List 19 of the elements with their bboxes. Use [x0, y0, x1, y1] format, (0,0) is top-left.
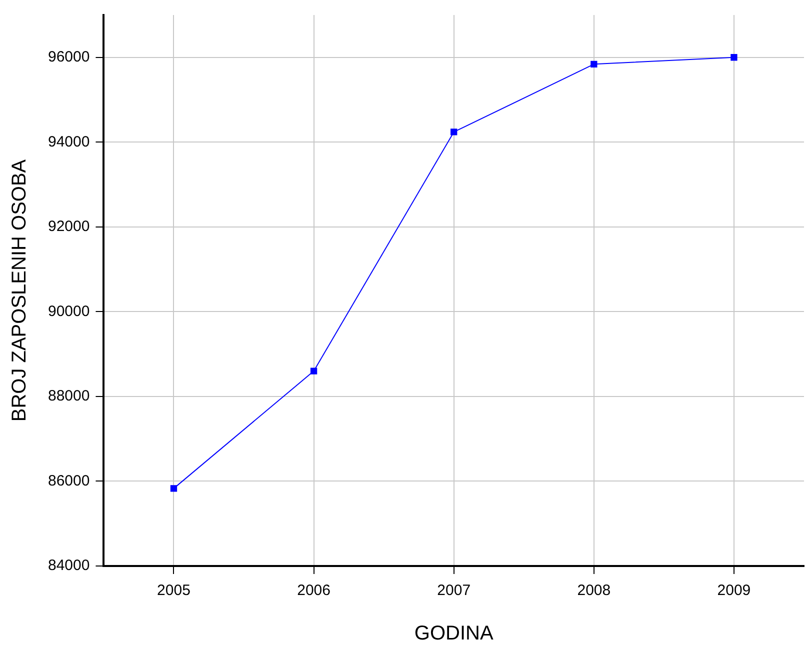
x-tick-label: 2007	[437, 582, 471, 600]
x-tick-label: 2005	[157, 582, 190, 600]
x-tick-label: 2008	[577, 582, 611, 600]
y-tick-label: 92000	[48, 218, 90, 236]
point	[170, 485, 178, 492]
y-tick-label: 84000	[48, 557, 90, 574]
x-axis-title: GODINA	[414, 622, 494, 645]
y-tick-label: 90000	[48, 302, 90, 320]
y-tick-label: 88000	[48, 388, 90, 405]
y-tick-label: 94000	[48, 133, 90, 150]
x-tick-label: 2006	[297, 582, 330, 600]
y-tick-label: 86000	[48, 472, 90, 490]
point	[450, 128, 458, 136]
y-tick-label: 96000	[48, 48, 90, 66]
point	[590, 60, 598, 68]
y-axis-title: BROJ ZAPOSLENIH OSOBA	[8, 158, 31, 422]
point	[310, 368, 318, 374]
point	[730, 54, 738, 61]
x-tick-label: 2009	[717, 582, 751, 600]
